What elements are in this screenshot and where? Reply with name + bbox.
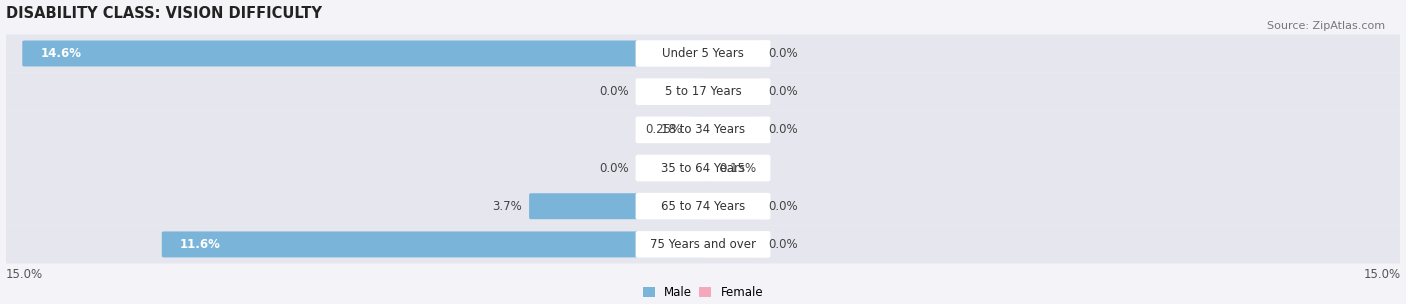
- Text: 0.0%: 0.0%: [768, 47, 797, 60]
- FancyBboxPatch shape: [0, 34, 1406, 73]
- FancyBboxPatch shape: [636, 40, 770, 67]
- Text: 14.6%: 14.6%: [41, 47, 82, 60]
- FancyBboxPatch shape: [702, 79, 761, 105]
- Text: 0.0%: 0.0%: [599, 161, 628, 174]
- Text: 0.15%: 0.15%: [720, 161, 756, 174]
- FancyBboxPatch shape: [0, 225, 1406, 264]
- FancyBboxPatch shape: [702, 231, 761, 257]
- FancyBboxPatch shape: [702, 40, 761, 67]
- Text: 0.0%: 0.0%: [599, 85, 628, 98]
- Text: 5 to 17 Years: 5 to 17 Years: [665, 85, 741, 98]
- Text: 65 to 74 Years: 65 to 74 Years: [661, 200, 745, 213]
- FancyBboxPatch shape: [636, 193, 770, 219]
- Text: 0.0%: 0.0%: [768, 85, 797, 98]
- Text: 35 to 64 Years: 35 to 64 Years: [661, 161, 745, 174]
- FancyBboxPatch shape: [636, 116, 770, 143]
- Text: 11.6%: 11.6%: [180, 238, 221, 251]
- Text: 15.0%: 15.0%: [6, 268, 42, 281]
- Text: 3.7%: 3.7%: [492, 200, 522, 213]
- Text: Under 5 Years: Under 5 Years: [662, 47, 744, 60]
- FancyBboxPatch shape: [529, 193, 704, 219]
- Text: 0.0%: 0.0%: [768, 200, 797, 213]
- Text: 18 to 34 Years: 18 to 34 Years: [661, 123, 745, 136]
- FancyBboxPatch shape: [636, 155, 770, 181]
- Text: 75 Years and over: 75 Years and over: [650, 238, 756, 251]
- FancyBboxPatch shape: [0, 111, 1406, 149]
- Text: 15.0%: 15.0%: [1364, 268, 1400, 281]
- FancyBboxPatch shape: [702, 155, 711, 181]
- FancyBboxPatch shape: [0, 187, 1406, 225]
- FancyBboxPatch shape: [702, 117, 761, 143]
- FancyBboxPatch shape: [636, 231, 770, 258]
- FancyBboxPatch shape: [0, 149, 1406, 187]
- Text: 0.0%: 0.0%: [768, 123, 797, 136]
- Text: 0.25%: 0.25%: [645, 123, 682, 136]
- FancyBboxPatch shape: [689, 117, 704, 143]
- Text: DISABILITY CLASS: VISION DIFFICULTY: DISABILITY CLASS: VISION DIFFICULTY: [6, 5, 322, 21]
- FancyBboxPatch shape: [22, 40, 704, 67]
- FancyBboxPatch shape: [702, 193, 761, 219]
- FancyBboxPatch shape: [0, 73, 1406, 111]
- FancyBboxPatch shape: [636, 78, 770, 105]
- FancyBboxPatch shape: [162, 231, 704, 257]
- Text: 0.0%: 0.0%: [768, 238, 797, 251]
- Text: Source: ZipAtlas.com: Source: ZipAtlas.com: [1267, 21, 1385, 31]
- Legend: Male, Female: Male, Female: [643, 286, 763, 299]
